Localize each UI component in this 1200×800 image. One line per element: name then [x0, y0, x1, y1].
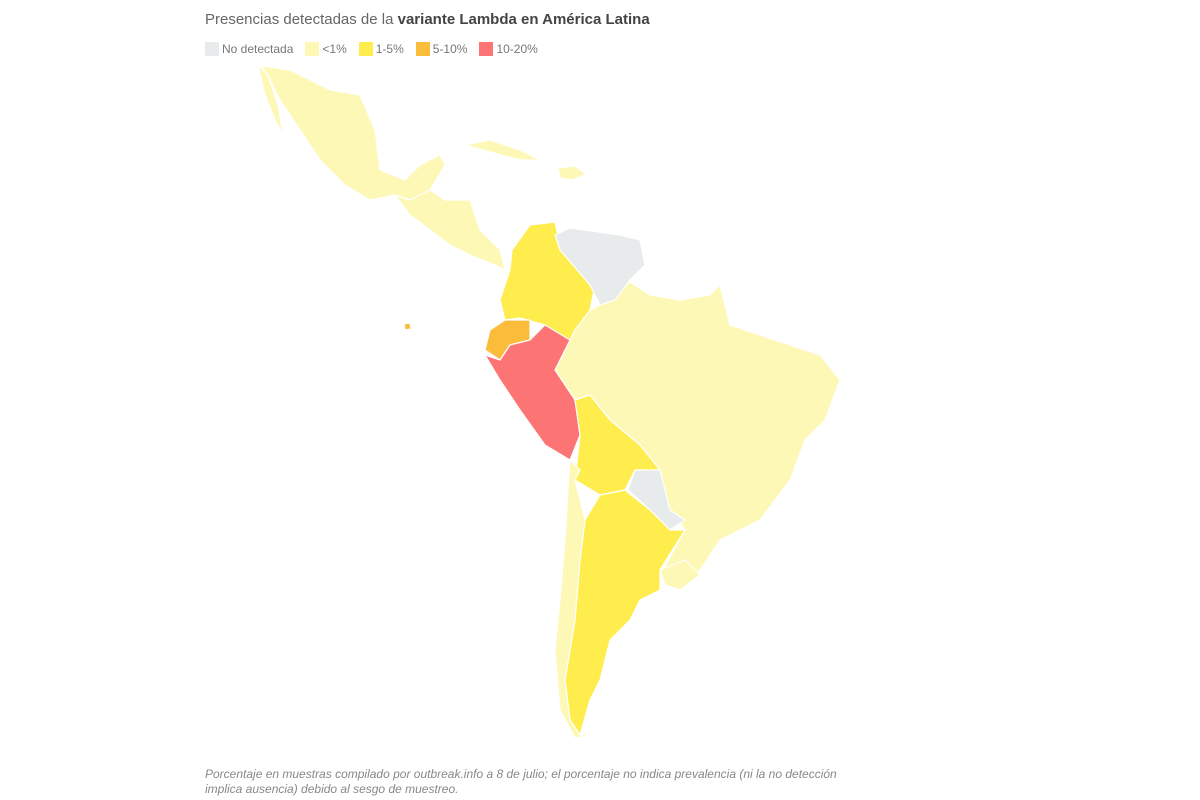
legend: No detectada <1% 1-5% 5-10% 10-20% [205, 42, 538, 56]
legend-swatch [415, 42, 430, 56]
legend-swatch [479, 42, 494, 56]
legend-label: <1% [322, 42, 347, 56]
title-prefix: Presencias detectadas de la [205, 11, 398, 28]
legend-swatch [305, 42, 320, 56]
country-uruguay[interactable] [659, 559, 701, 591]
legend-label: 5-10% [432, 42, 468, 56]
country-mexico[interactable] [261, 65, 446, 201]
legend-item: 10-20% [479, 42, 538, 56]
country-paraguay[interactable] [627, 469, 686, 531]
country-ecuador-galapagos[interactable] [403, 322, 412, 331]
legend-swatch [205, 42, 219, 56]
legend-label: No detectada [222, 42, 294, 56]
legend-item: No detectada [205, 42, 293, 56]
country-cuba[interactable] [464, 139, 541, 161]
legend-item: 5-10% [415, 42, 468, 56]
legend-label: 10-20% [496, 42, 538, 56]
country-mexico-baja[interactable] [257, 64, 284, 136]
legend-label: 1-5% [375, 42, 404, 56]
map-title: Presencias detectadas de la variante Lam… [205, 11, 650, 28]
legend-item: <1% [305, 42, 347, 56]
title-bold: variante Lambda en América Latina [397, 11, 650, 28]
country-hispaniola[interactable] [557, 165, 587, 181]
country-chile[interactable] [554, 459, 596, 739]
country-central-america[interactable] [394, 189, 506, 271]
legend-swatch [358, 42, 373, 56]
legend-item: 1-5% [358, 42, 404, 56]
country-venezuela[interactable] [554, 227, 646, 306]
footnote: Porcentaje en muestras compilado por out… [205, 767, 837, 796]
